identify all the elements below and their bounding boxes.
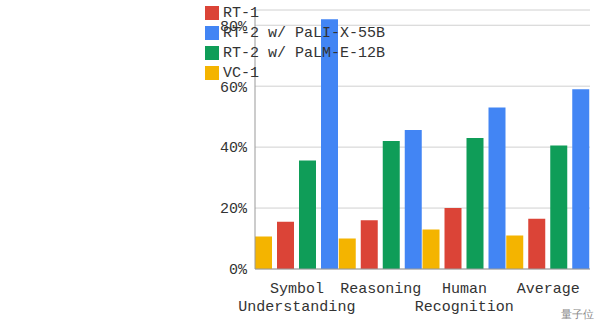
svg-text:0%: 0% [229, 262, 248, 279]
svg-text:Average: Average [517, 281, 580, 298]
svg-text:60%: 60% [220, 80, 248, 97]
svg-text:80%: 80% [220, 19, 248, 36]
svg-text:40%: 40% [220, 140, 248, 157]
svg-text:HumanRecognition: HumanRecognition [415, 281, 514, 316]
svg-text:20%: 20% [220, 201, 248, 218]
svg-text:Reasoning: Reasoning [340, 281, 421, 298]
svg-text:SymbolUnderstanding: SymbolUnderstanding [238, 281, 355, 316]
